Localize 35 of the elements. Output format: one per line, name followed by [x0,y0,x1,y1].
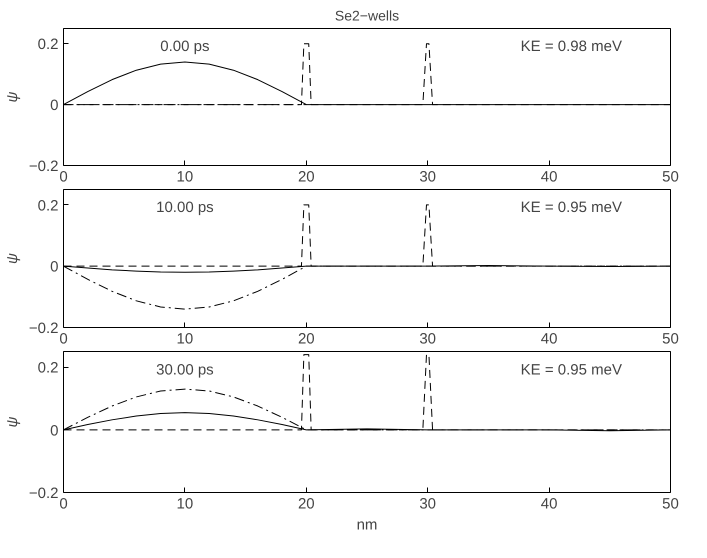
x-tick-label: 30 [419,496,436,512]
annotation: KE = 0.98 meV [520,38,622,55]
x-tick-label: 10 [176,330,194,348]
annotation: 10.00 ps [156,198,214,216]
y-tick-label: 0.2 [38,197,59,214]
y-tick-label: −0.2 [28,158,59,175]
x-tick-label: 10 [176,168,194,186]
y-tick-label: 0.2 [38,360,59,377]
annotation: KE = 0.95 meV [520,198,622,216]
y-tick-label: 0 [50,258,58,276]
y-tick-label: 0.2 [38,36,59,54]
annotation: 30.00 ps [156,361,214,378]
y-tick-label: −0.2 [28,320,59,337]
y-axis-title: ψ [4,416,21,428]
x-tick-label: 50 [662,330,679,348]
x-tick-label: 40 [540,330,558,348]
x-tick-label: 30 [419,168,436,186]
y-tick-label: −0.2 [28,485,59,502]
chart-title: Se2−wells [334,8,400,24]
y-tick-label: 0 [50,422,58,440]
x-tick-label: 50 [662,496,679,512]
x-tick-label: 40 [540,496,558,512]
annotation: 0.00 ps [160,38,210,55]
x-tick-label: 20 [298,168,315,186]
y-axis-title: ψ [4,91,21,102]
x-tick-label: 50 [662,168,679,186]
x-axis-title: nm [356,516,378,534]
annotation: KE = 0.95 meV [520,361,622,378]
x-tick-label: 20 [298,330,315,348]
x-tick-label: 20 [298,496,315,512]
y-tick-label: 0 [50,97,58,114]
x-tick-label: 10 [176,496,194,512]
y-axis-title: ψ [4,252,21,264]
x-tick-label: 30 [419,330,436,348]
x-tick-label: 40 [540,168,558,186]
